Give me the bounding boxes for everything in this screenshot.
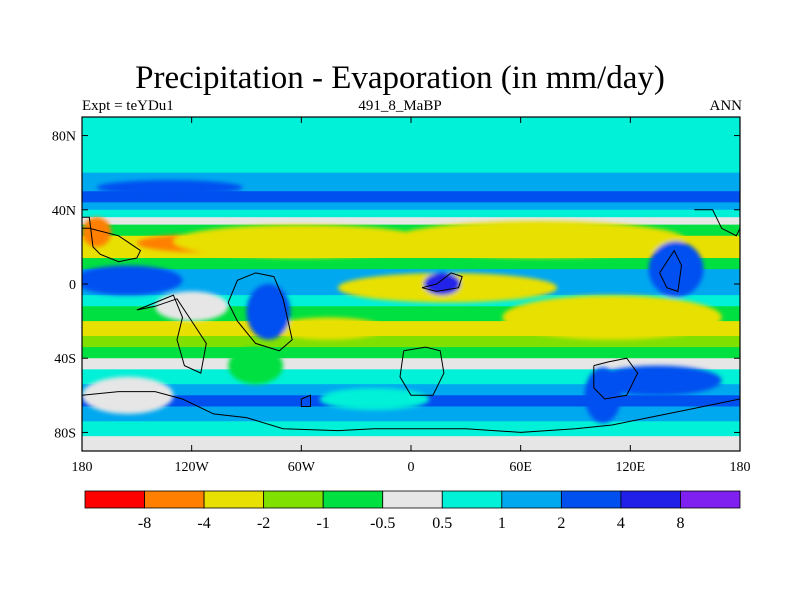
field-blob [82, 376, 174, 414]
x-tick-label: 180 [72, 460, 93, 475]
lat-band [82, 384, 740, 396]
coastline [300, 394, 311, 407]
field-blob [82, 217, 112, 247]
coastline [593, 357, 639, 400]
field-blob [273, 317, 384, 340]
chart-title: Precipitation - Evaporation (in mm/day) [135, 60, 665, 96]
field-blob [173, 224, 430, 259]
colorbar-swatch [620, 490, 681, 509]
colorbar-label: 8 [676, 515, 684, 532]
colorbar-swatch [382, 490, 443, 509]
colorbar-swatch [263, 490, 324, 509]
field-blob [228, 347, 284, 385]
lat-band [82, 217, 740, 226]
lat-band [82, 224, 740, 237]
lat-band [82, 347, 740, 359]
lat-band [82, 172, 740, 192]
colorbar-swatch [144, 490, 205, 509]
plot-area [82, 117, 740, 451]
colorbar-label: 1 [498, 515, 506, 532]
field-blob [246, 284, 291, 340]
colorbar: -8 -4 -2 -1 -0.5 0.5 1 2 4 8 [84, 490, 741, 532]
lat-band [82, 436, 740, 451]
y-axis: 80N 40N 0 40S 80S [52, 130, 740, 441]
colorbar-label: -2 [257, 515, 270, 532]
colorbar-label: -8 [138, 515, 151, 532]
colorbar-label: -4 [197, 515, 210, 532]
coastline [659, 249, 683, 293]
coastline [82, 391, 740, 433]
colorbar-swatch [441, 490, 503, 509]
field-blob [648, 241, 704, 297]
colorbar-swatch [560, 490, 622, 509]
x-tick-label: 60W [288, 460, 316, 475]
colorbar-swatch [322, 490, 384, 509]
field-blob [96, 180, 243, 195]
latitude-bands [82, 117, 740, 451]
lat-band [82, 335, 740, 348]
colorbar-swatch [501, 490, 562, 509]
lat-band [82, 209, 740, 218]
colorbar-swatch [680, 490, 741, 509]
coastline [227, 272, 293, 352]
lat-band [82, 246, 740, 259]
coastlines [82, 209, 740, 433]
lat-band [82, 154, 740, 174]
lat-band [82, 358, 740, 370]
x-tick-label: 60E [509, 460, 532, 475]
colorbar-label: 4 [617, 515, 625, 532]
x-tick-label: 120W [175, 460, 210, 475]
colorbar-swatch [203, 490, 265, 509]
field-blob [392, 220, 686, 259]
colorbar-swatch [84, 490, 145, 509]
field-blob [423, 272, 461, 296]
coastline [82, 216, 142, 263]
field-blob [593, 365, 722, 396]
field-blob [155, 291, 229, 322]
lat-band [82, 117, 740, 140]
lat-band [82, 202, 740, 211]
age-label: 491_8_MaBP [358, 98, 442, 114]
y-tick-label: 80S [54, 426, 76, 441]
coastline [136, 294, 207, 374]
experiment-label: Expt = teYDu1 [82, 98, 174, 114]
coastline [694, 209, 740, 237]
field-features [82, 180, 722, 424]
x-axis: 180 120W 60W 0 60E 120E 180 [72, 117, 751, 475]
x-tick-label: 0 [408, 460, 415, 475]
y-tick-label: 0 [69, 278, 76, 293]
colorbar-label: -0.5 [370, 515, 395, 532]
y-tick-label: 80N [52, 130, 76, 145]
coastline [399, 346, 445, 396]
colorbar-label: -1 [317, 515, 330, 532]
field-blob [502, 295, 722, 340]
lat-band [82, 191, 740, 203]
colorbar-label: 0.5 [432, 515, 452, 532]
x-tick-label: 120E [616, 460, 646, 475]
season-label: ANN [709, 98, 743, 114]
x-tick-label: 180 [730, 460, 751, 475]
field-blob [82, 265, 183, 296]
y-tick-label: 40N [52, 204, 76, 219]
field-blob [319, 387, 430, 411]
lat-band [82, 139, 740, 155]
colorbar-label: 2 [557, 515, 565, 532]
lat-band [82, 258, 740, 270]
y-tick-label: 40S [54, 352, 76, 367]
coastline [421, 272, 463, 292]
